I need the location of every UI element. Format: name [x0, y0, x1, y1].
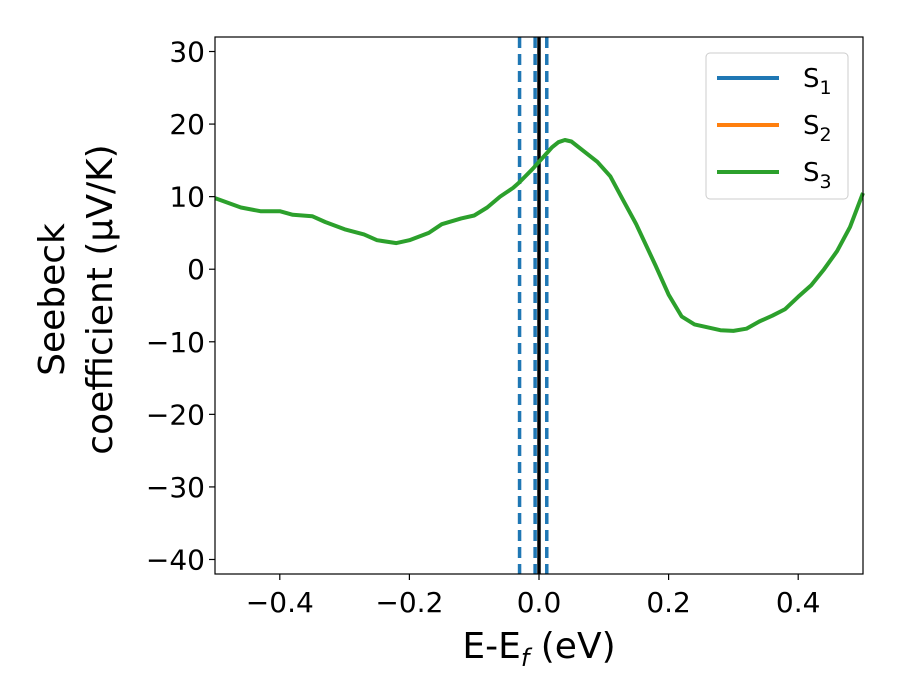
y-tick-label: 10 [169, 181, 205, 214]
reference-lines [517, 37, 549, 574]
x-axis-label-main: E-E [462, 626, 520, 667]
x-tick-label: 0.2 [646, 586, 691, 619]
y-axis-label-line1: Seebeck [32, 223, 73, 376]
x-tick-label: −0.2 [375, 586, 443, 619]
x-tick-label: 0.4 [776, 586, 821, 619]
x-axis-label: E-Ef (eV) [462, 626, 615, 672]
x-tick-label: −0.4 [246, 586, 314, 619]
y-tick-label: −10 [146, 326, 205, 359]
x-tick-label: 0.0 [517, 586, 562, 619]
y-ticks: 30 20 10 0 −10 −20 −30 −40 [146, 36, 215, 576]
y-tick-label: −40 [146, 543, 205, 576]
y-tick-label: 0 [187, 253, 205, 286]
y-tick-label: 20 [169, 108, 205, 141]
series-lines [214, 138, 865, 333]
y-tick-label: −20 [146, 398, 205, 431]
x-axis-label-rest: (eV) [529, 626, 615, 667]
legend-label-S2: S2 [803, 111, 832, 146]
y-axis-label-line2: coefficient (μV/K) [80, 144, 121, 454]
y-axis-label: Seebeck coefficient (μV/K) [32, 144, 121, 454]
legend-label-S3: S3 [803, 158, 832, 193]
series-line-S3 [214, 138, 865, 333]
y-tick-label: 30 [169, 36, 205, 69]
legend-label-S1: S1 [803, 64, 832, 99]
legend: S1 S2 S3 [705, 52, 849, 200]
x-ticks: −0.4 −0.2 0.0 0.2 0.4 [246, 574, 821, 619]
y-tick-label: −30 [146, 471, 205, 504]
